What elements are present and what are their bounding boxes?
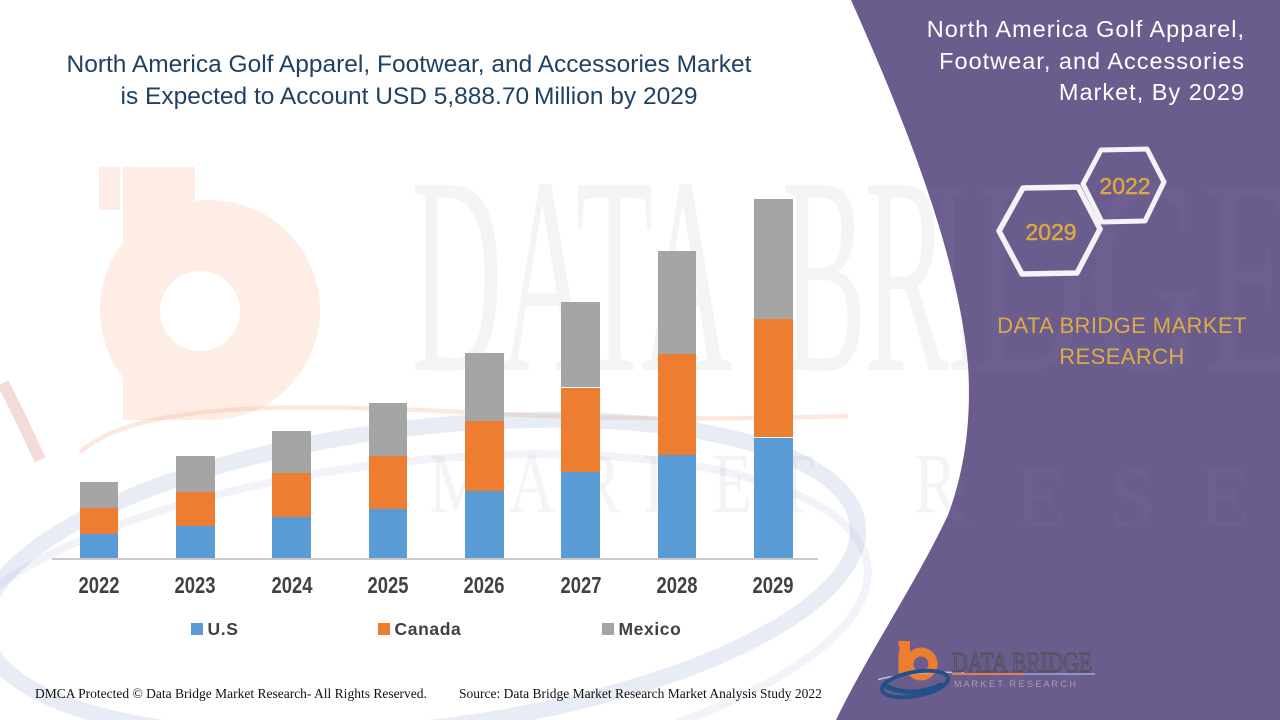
svg-text:M A R K E T R E S E A R C H: M A R K E T R E S E A R C H: [954, 679, 1076, 689]
svg-text:2022: 2022: [1099, 173, 1150, 199]
svg-text:2029: 2029: [1025, 219, 1076, 245]
svg-text:R E S E A: R E S E A: [916, 449, 1280, 545]
svg-text:IDGE: IDGE: [920, 120, 1280, 433]
